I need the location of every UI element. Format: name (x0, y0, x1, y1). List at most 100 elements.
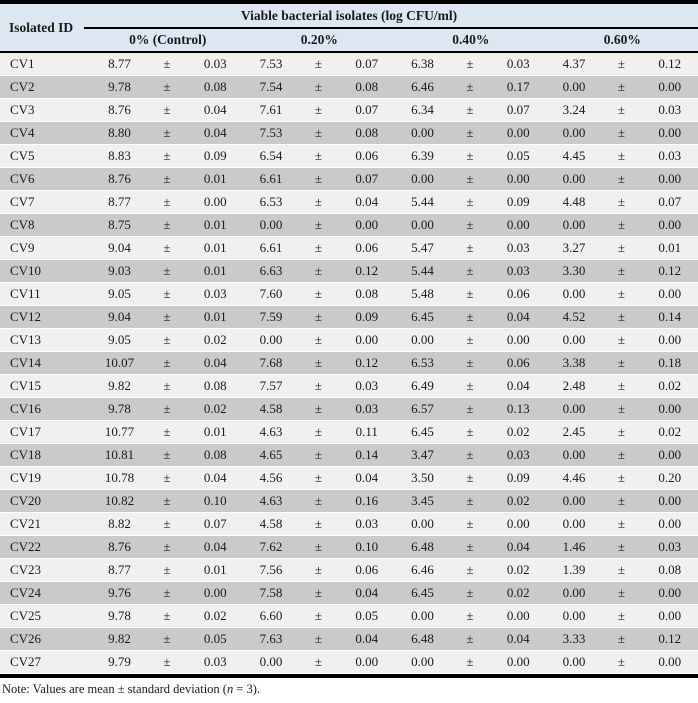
mean-value: 4.63 (259, 493, 283, 508)
mean-value: 2.45 (562, 424, 586, 439)
mean-value: 3.45 (411, 493, 434, 508)
isolate-id: CV16 (10, 401, 42, 416)
mean-value: 8.76 (108, 539, 131, 554)
plus-minus: ± (617, 631, 626, 646)
table-row: CV15 9.82 ±0.08 7.57 ±0.03 6.49 ±0.04 2.48 ±0.02 (0, 375, 698, 398)
mean-value: 6.45 (411, 309, 434, 324)
isolate-id: CV17 (10, 424, 42, 439)
mean-value: 9.05 (108, 286, 131, 301)
sd-value: 0.01 (203, 240, 227, 255)
sd-value: 0.00 (658, 217, 682, 232)
sd-value: 0.00 (658, 171, 682, 186)
sd-value: 0.07 (203, 516, 227, 531)
mean-value: 4.46 (562, 470, 586, 485)
mean-value: 6.48 (411, 539, 434, 554)
plus-minus: ± (314, 378, 323, 393)
sd-value: 0.03 (203, 56, 227, 71)
plus-minus: ± (466, 470, 474, 485)
column-header-040: 0.40% (452, 32, 490, 47)
sd-value: 0.04 (355, 194, 379, 209)
sd-value: 0.10 (203, 493, 227, 508)
mean-value: 4.52 (562, 309, 586, 324)
plus-minus: ± (466, 539, 474, 554)
plus-minus: ± (163, 171, 171, 186)
mean-value: 7.53 (259, 125, 283, 140)
mean-value: 0.00 (562, 171, 586, 186)
plus-minus: ± (314, 539, 323, 554)
sd-value: 0.14 (355, 447, 379, 462)
plus-minus: ± (466, 447, 474, 462)
sd-value: 0.04 (506, 378, 530, 393)
isolate-id: CV8 (10, 217, 35, 232)
mean-value: 7.54 (259, 79, 283, 94)
sd-value: 0.03 (355, 378, 379, 393)
sd-value: 0.00 (506, 171, 530, 186)
plus-minus: ± (163, 79, 171, 94)
sd-value: 0.00 (658, 585, 682, 600)
mean-value: 7.60 (259, 286, 283, 301)
mean-value: 9.76 (108, 585, 131, 600)
sd-value: 0.18 (658, 355, 682, 370)
sd-value: 0.02 (658, 378, 682, 393)
sd-value: 0.01 (203, 263, 227, 278)
mean-value: 0.00 (562, 332, 586, 347)
mean-value: 7.56 (259, 562, 283, 577)
mean-value: 6.60 (259, 608, 283, 623)
isolate-id: CV22 (10, 539, 42, 554)
mean-value: 7.53 (259, 56, 283, 71)
table-row: CV13 9.05 ±0.02 0.00 ±0.00 0.00 ±0.00 0.00 ±0.00 (0, 329, 698, 352)
sd-value: 0.06 (506, 286, 530, 301)
isolate-id: CV18 (10, 447, 42, 462)
plus-minus: ± (314, 217, 323, 232)
mean-value: 6.46 (411, 562, 434, 577)
mean-value: 0.00 (562, 654, 586, 669)
sd-value: 0.02 (203, 332, 227, 347)
table-row: CV18 10.81 ±0.08 4.65 ±0.14 3.47 ±0.03 0.00 ±0.0… (0, 444, 698, 467)
table-row: CV2 9.78 ±0.08 7.54 ±0.08 6.46 ±0.17 0.00 ±0.00 (0, 76, 698, 99)
plus-minus: ± (163, 470, 171, 485)
sd-value: 0.07 (658, 194, 682, 209)
plus-minus: ± (163, 263, 171, 278)
group-header-row: 0% (Control) 0.20% 0.40% 0.60% (0, 29, 698, 51)
sd-value: 0.12 (658, 263, 682, 278)
sd-value: 0.00 (506, 217, 530, 232)
mean-value: 4.45 (562, 148, 586, 163)
plus-minus: ± (466, 516, 474, 531)
plus-minus: ± (617, 332, 626, 347)
sd-value: 0.00 (506, 332, 530, 347)
mean-value: 0.00 (411, 332, 434, 347)
mean-value: 9.78 (108, 401, 131, 416)
isolate-id: CV23 (10, 562, 42, 577)
mean-value: 9.04 (108, 240, 131, 255)
sd-value: 0.04 (506, 309, 530, 324)
plus-minus: ± (617, 171, 626, 186)
sd-value: 0.03 (355, 516, 379, 531)
isolate-id: CV15 (10, 378, 42, 393)
mean-value: 0.00 (259, 217, 283, 232)
sd-value: 0.14 (658, 309, 682, 324)
mean-value: 5.44 (411, 263, 434, 278)
table-row: CV20 10.82 ±0.10 4.63 ±0.16 3.45 ±0.02 0.00 ±0.0… (0, 490, 698, 513)
sd-value: 0.03 (658, 102, 682, 117)
isolate-id: CV10 (10, 263, 42, 278)
plus-minus: ± (617, 263, 626, 278)
column-header-control: 0% (Control) (129, 32, 207, 47)
table-row: CV27 9.79 ±0.03 0.00 ±0.00 0.00 ±0.00 0.00 ±0.00 (0, 651, 698, 674)
plus-minus: ± (617, 470, 626, 485)
plus-minus: ± (163, 309, 171, 324)
sd-value: 0.03 (658, 539, 682, 554)
sd-value: 0.01 (203, 217, 227, 232)
isolate-id: CV26 (10, 631, 42, 646)
mean-value: 0.00 (562, 493, 586, 508)
table-row: CV17 10.77 ±0.01 4.63 ±0.11 6.45 ±0.02 2.45 ±0.0… (0, 421, 698, 444)
plus-minus: ± (314, 286, 323, 301)
sd-value: 0.00 (355, 654, 379, 669)
sd-value: 0.04 (203, 355, 227, 370)
sd-value: 0.00 (506, 654, 530, 669)
table-row: CV21 8.82 ±0.07 4.58 ±0.03 0.00 ±0.00 0.00 ±0.00 (0, 513, 698, 536)
mean-value: 9.05 (108, 332, 131, 347)
mean-value: 3.38 (562, 355, 586, 370)
mean-value: 3.50 (411, 470, 434, 485)
plus-minus: ± (314, 332, 323, 347)
mean-value: 9.82 (108, 378, 131, 393)
